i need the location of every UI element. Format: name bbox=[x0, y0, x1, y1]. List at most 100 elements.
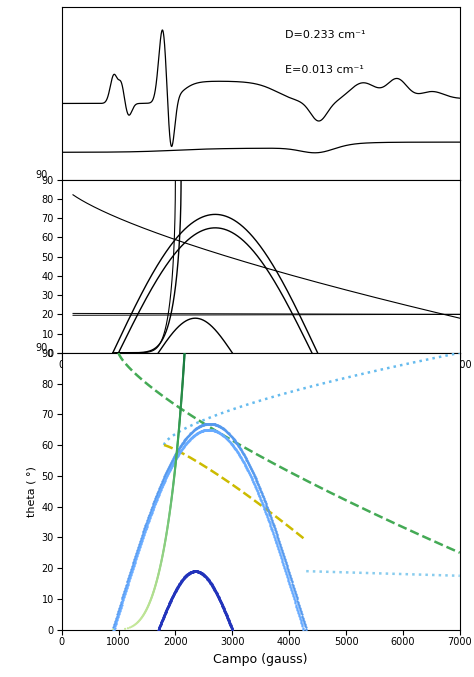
Point bbox=[176, 416, 183, 427]
Point bbox=[177, 406, 184, 416]
Point bbox=[117, 601, 125, 612]
Point bbox=[162, 532, 170, 543]
Point bbox=[149, 500, 156, 510]
Point bbox=[197, 420, 204, 431]
Point bbox=[213, 420, 220, 431]
Point bbox=[189, 426, 196, 437]
Point bbox=[125, 573, 132, 584]
Point bbox=[261, 505, 269, 516]
Point bbox=[256, 492, 264, 502]
Point bbox=[295, 598, 302, 609]
Point bbox=[178, 391, 185, 402]
Point bbox=[156, 481, 164, 492]
Point bbox=[200, 569, 207, 580]
Point bbox=[252, 482, 259, 493]
Point bbox=[139, 531, 147, 542]
Point bbox=[181, 352, 188, 363]
Point bbox=[301, 621, 309, 632]
Point bbox=[226, 429, 234, 440]
Point bbox=[162, 534, 169, 545]
Point bbox=[110, 624, 118, 635]
Point bbox=[265, 507, 273, 518]
Point bbox=[212, 426, 219, 437]
Point bbox=[173, 452, 180, 463]
Point bbox=[180, 360, 188, 371]
Point bbox=[217, 597, 225, 608]
Point bbox=[230, 434, 237, 445]
Point bbox=[179, 574, 186, 585]
Point bbox=[158, 482, 165, 493]
Point bbox=[146, 598, 153, 609]
Point bbox=[192, 429, 200, 439]
Point bbox=[233, 438, 241, 449]
Point bbox=[195, 567, 203, 577]
Point bbox=[128, 567, 135, 578]
Point bbox=[161, 471, 168, 482]
Point bbox=[228, 439, 236, 450]
Point bbox=[271, 523, 278, 533]
Point bbox=[295, 599, 302, 610]
Point bbox=[168, 593, 175, 604]
Point bbox=[139, 611, 146, 622]
Point bbox=[165, 460, 173, 471]
Point bbox=[159, 475, 166, 486]
Point bbox=[241, 452, 249, 462]
Point bbox=[178, 575, 186, 586]
Point bbox=[228, 622, 235, 633]
Point bbox=[218, 422, 226, 433]
Point bbox=[279, 548, 287, 559]
Point bbox=[179, 443, 186, 454]
Point bbox=[112, 613, 120, 624]
Point bbox=[129, 563, 137, 573]
Point bbox=[188, 427, 195, 437]
Point bbox=[196, 567, 204, 577]
Point bbox=[196, 427, 203, 437]
Point bbox=[222, 433, 230, 443]
Point bbox=[153, 489, 161, 500]
Point bbox=[194, 566, 201, 577]
Point bbox=[176, 442, 183, 453]
Point bbox=[299, 623, 307, 634]
Point bbox=[164, 521, 172, 532]
Point bbox=[164, 467, 172, 478]
Point bbox=[236, 442, 243, 453]
Point bbox=[156, 481, 164, 492]
Point bbox=[237, 445, 245, 456]
Point bbox=[177, 400, 185, 411]
Point bbox=[172, 457, 180, 468]
Point bbox=[190, 431, 197, 441]
Point bbox=[180, 364, 187, 375]
Point bbox=[161, 541, 168, 552]
Point bbox=[249, 468, 257, 479]
Point bbox=[260, 494, 268, 504]
Point bbox=[187, 567, 194, 577]
Point bbox=[180, 573, 188, 584]
Point bbox=[114, 613, 121, 624]
Point bbox=[208, 579, 215, 590]
Point bbox=[190, 566, 197, 577]
Point bbox=[178, 384, 186, 395]
Point bbox=[176, 578, 183, 589]
Point bbox=[176, 441, 184, 452]
Point bbox=[203, 424, 210, 435]
Point bbox=[119, 589, 127, 600]
Point bbox=[131, 552, 138, 563]
Point bbox=[168, 487, 176, 498]
Point bbox=[281, 563, 288, 573]
Point bbox=[212, 586, 219, 597]
Point bbox=[155, 489, 163, 500]
Point bbox=[195, 427, 202, 438]
Point bbox=[259, 500, 267, 510]
Point bbox=[140, 525, 147, 536]
Point bbox=[173, 450, 181, 461]
Point bbox=[160, 477, 167, 488]
Point bbox=[180, 441, 187, 452]
Point bbox=[140, 524, 148, 535]
Point bbox=[133, 546, 140, 557]
Point bbox=[283, 561, 291, 572]
Point bbox=[187, 427, 195, 438]
Point bbox=[149, 589, 156, 600]
Point bbox=[227, 620, 234, 631]
Point bbox=[136, 536, 144, 547]
Point bbox=[112, 617, 120, 628]
